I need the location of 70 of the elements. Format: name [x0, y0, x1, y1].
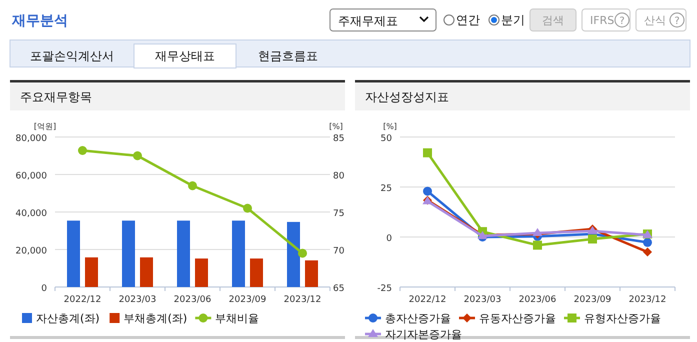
point [188, 181, 197, 190]
legend-label: 부채총계(좌) [124, 312, 188, 325]
text: 산식 [644, 14, 666, 27]
y-tick-label: 25 [380, 184, 392, 194]
x-tick-label: 2023/09 [574, 295, 612, 305]
y-tick-label: -25 [377, 284, 392, 294]
text: 주재무제표 [338, 14, 398, 28]
point [423, 186, 432, 196]
y2-tick-label: 85 [333, 134, 344, 144]
y2-tick-label: 75 [333, 209, 344, 219]
point [243, 204, 252, 213]
text: 재무분석 [11, 13, 68, 29]
text: ? [619, 16, 625, 27]
point [643, 238, 652, 247]
point [298, 248, 307, 258]
x-tick-label: 2022/12 [64, 295, 102, 305]
point [588, 234, 597, 244]
legend-label: 부채비율 [215, 312, 260, 325]
x-tick-label: 2023/03 [118, 295, 156, 305]
legend-label: 유형자산증가율 [584, 312, 661, 325]
chart-title: 자산성장성지표 [365, 90, 449, 104]
bar [287, 222, 300, 287]
x-tick-label: 2023/09 [228, 295, 266, 305]
y-tick-label: 60,000 [16, 172, 48, 182]
text: 포괄손익계산서 [30, 49, 114, 63]
y2-tick-label: 65 [333, 284, 344, 294]
text: 검색 [542, 14, 564, 27]
y2-tick-label: 80 [333, 172, 345, 182]
x-tick-label: 2023/12 [628, 295, 666, 305]
y-axis-title: [%] [383, 122, 397, 131]
point [533, 240, 542, 250]
y-tick-label: 0 [386, 234, 392, 244]
point [423, 148, 432, 158]
x-tick-label: 2023/03 [464, 295, 502, 305]
bar [232, 220, 245, 287]
text: 재무상태표 [155, 49, 215, 63]
bar [140, 257, 153, 287]
bar [177, 220, 190, 287]
text: 분기 [501, 13, 525, 27]
legend-label: 유동자산증가율 [479, 312, 556, 325]
bar [195, 258, 208, 287]
y-axis-title: [억원] [34, 122, 56, 131]
point [133, 151, 142, 160]
legend-label: 자기자본증가율 [385, 328, 462, 341]
bar [305, 260, 318, 287]
point [643, 248, 652, 256]
legend-label: 총자산증가율 [385, 312, 451, 325]
text: 현금흐름표 [258, 49, 318, 63]
text: IFRS [590, 14, 614, 27]
x-tick-label: 2022/12 [408, 295, 446, 305]
legend-label: 자산총계(좌) [36, 312, 100, 325]
y2-tick-label: 70 [333, 246, 345, 256]
bar [85, 257, 98, 287]
x-tick-label: 2023/06 [174, 295, 212, 305]
point [78, 146, 87, 155]
y-tick-label: 20,000 [16, 246, 48, 256]
x-tick-label: 2023/12 [284, 295, 322, 305]
text: 연간 [456, 13, 480, 27]
y2-axis-title: [%] [329, 122, 343, 131]
x-tick-label: 2023/06 [518, 295, 556, 305]
bar [67, 220, 80, 287]
y-tick-label: 40,000 [16, 209, 48, 219]
text: ? [674, 16, 680, 27]
y-tick-label: 80,000 [16, 134, 48, 144]
bar [122, 220, 135, 287]
point [532, 228, 542, 236]
y-tick-label: 0 [41, 284, 48, 294]
chart-title: 주요재무항목 [20, 90, 92, 104]
bar [250, 258, 263, 287]
y-tick-label: 50 [380, 134, 392, 144]
